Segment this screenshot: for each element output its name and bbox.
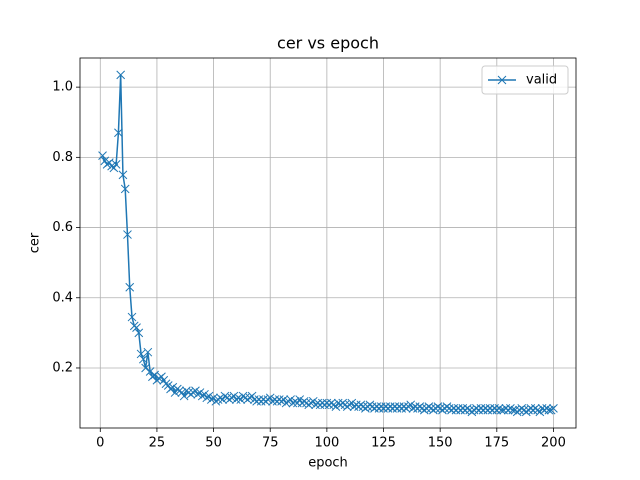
x-tick-label: 150 (428, 436, 453, 451)
x-tick-label: 25 (149, 436, 166, 451)
data-point (123, 230, 132, 239)
data-point (98, 151, 107, 160)
x-tick-label: 175 (484, 436, 509, 451)
plot-frame (79, 57, 577, 429)
data-point (143, 347, 153, 357)
x-tick-label: 125 (371, 436, 396, 451)
x-tick-label: 200 (541, 436, 566, 451)
data-point (125, 282, 135, 292)
data-point (549, 403, 558, 413)
chart-title: cer vs epoch (277, 34, 379, 53)
legend-box (481, 65, 569, 95)
x-axis-label: epoch (308, 456, 348, 471)
data-point (179, 391, 189, 401)
x-tick-label: 75 (262, 436, 279, 451)
data-point (141, 363, 150, 373)
data-point (496, 405, 506, 415)
legend-marker (497, 75, 507, 85)
x-tick-label: 0 (96, 436, 104, 451)
y-tick-label: 0.2 (52, 360, 73, 375)
data-point (145, 367, 155, 376)
data-point (127, 312, 137, 322)
y-tick-label: 0.6 (52, 220, 73, 235)
data-point (134, 328, 144, 338)
data-point (118, 170, 128, 180)
data-point (544, 405, 554, 415)
y-axis-label: cer (28, 232, 43, 253)
data-point (508, 405, 518, 415)
data-point (132, 323, 141, 332)
y-tick-label: 1.0 (52, 80, 73, 95)
data-point (168, 382, 178, 392)
data-point (138, 354, 148, 364)
data-point (116, 70, 126, 80)
data-point (111, 160, 121, 169)
legend-label: valid (526, 73, 557, 88)
y-tick-label: 0.4 (52, 290, 73, 305)
y-tick-label: 0.8 (52, 150, 73, 165)
data-point (114, 128, 123, 138)
x-tick-label: 100 (314, 436, 339, 451)
data-point (120, 184, 130, 194)
data-point (136, 349, 146, 359)
data-point (150, 370, 160, 380)
x-tick-label: 50 (205, 436, 222, 451)
